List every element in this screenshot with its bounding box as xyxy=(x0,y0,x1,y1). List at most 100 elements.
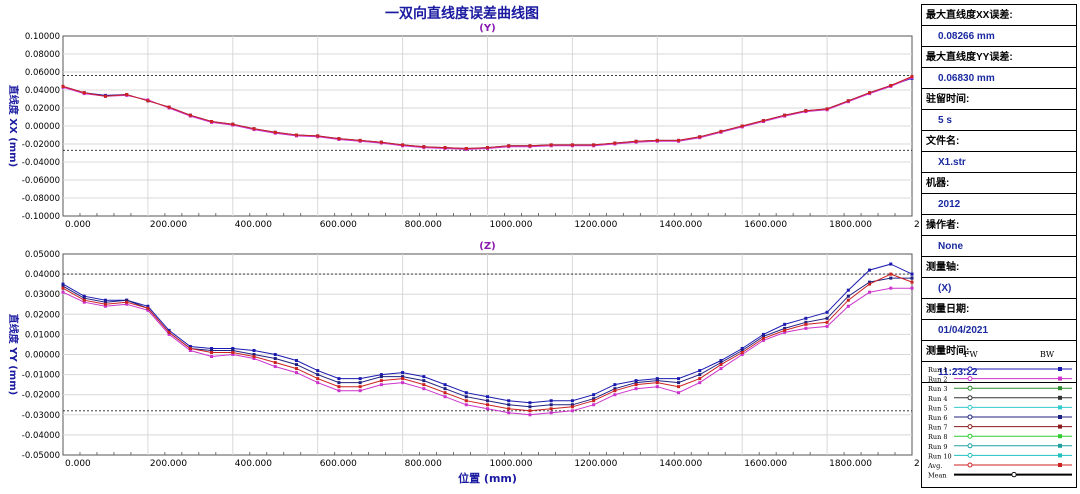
data-point xyxy=(507,411,511,415)
data-point xyxy=(528,144,532,148)
data-point xyxy=(889,286,893,290)
data-point xyxy=(146,99,150,103)
data-point xyxy=(231,350,235,354)
data-point xyxy=(252,357,256,361)
data-point xyxy=(167,332,171,336)
y-tick-label: 0.00000 xyxy=(25,351,60,361)
chart-subtitle: (Y) xyxy=(479,23,495,34)
x-tick-label: 1000.000 xyxy=(490,459,533,469)
data-point xyxy=(613,141,617,145)
data-point xyxy=(486,146,489,150)
legend-entry-label: Run 7 xyxy=(928,424,947,432)
data-point xyxy=(146,306,150,310)
info-value: 0.08266 mm xyxy=(922,26,1076,47)
legend-bw-marker xyxy=(1058,463,1062,467)
chart-canvas: 一双向直线度误差曲线图 0.000 200.000 400.000 600.000 80… xyxy=(7,5,920,485)
data-point xyxy=(613,387,617,391)
data-point xyxy=(825,310,829,314)
info-label: 测量轴: xyxy=(922,257,1076,278)
data-point xyxy=(103,302,107,306)
data-point xyxy=(740,124,744,128)
data-point xyxy=(846,304,850,308)
data-point xyxy=(422,387,426,391)
data-point xyxy=(507,144,511,148)
data-point xyxy=(889,84,893,87)
data-point xyxy=(740,353,744,356)
data-point xyxy=(167,330,171,334)
x-tick-label: 0.000 xyxy=(65,220,91,230)
data-point xyxy=(868,282,872,286)
info-value: (X) xyxy=(922,278,1076,299)
data-point xyxy=(719,361,723,365)
data-point xyxy=(103,304,107,308)
legend-entry-label: Run 10 xyxy=(928,452,952,460)
y-tick-label: 0.04000 xyxy=(25,270,60,280)
data-point xyxy=(231,348,235,352)
x-tick-label: 400.000 xyxy=(235,459,272,469)
data-point xyxy=(592,397,596,401)
data-point xyxy=(549,399,553,403)
y-tick-label: -0.02000 xyxy=(22,391,60,401)
data-point xyxy=(655,377,659,381)
data-point xyxy=(507,399,511,403)
data-point xyxy=(613,383,617,387)
data-point xyxy=(677,138,681,142)
info-value: 2012 xyxy=(922,194,1076,215)
data-point xyxy=(82,91,86,95)
legend-entry-label: Avg. xyxy=(927,462,942,470)
data-point xyxy=(783,113,787,117)
y-tick-label: 0.10000 xyxy=(25,32,60,42)
x-tick-label: 200.000 xyxy=(150,220,187,230)
data-point xyxy=(719,359,723,363)
data-point xyxy=(634,383,638,387)
data-point xyxy=(592,393,596,397)
data-point xyxy=(634,379,638,383)
data-point xyxy=(804,320,808,324)
data-point xyxy=(401,371,405,375)
data-point xyxy=(634,381,638,385)
data-point xyxy=(337,389,341,393)
legend-bw-marker xyxy=(1058,434,1062,439)
y-tick-label: 0.04000 xyxy=(25,86,60,96)
data-point xyxy=(804,316,808,320)
data-point xyxy=(210,355,214,359)
data-point xyxy=(698,369,702,373)
data-point xyxy=(761,338,765,342)
data-point xyxy=(401,377,405,381)
data-point xyxy=(634,387,638,391)
x-tick-label: 1800.000 xyxy=(829,220,872,230)
legend-fw-marker xyxy=(967,385,973,391)
data-point xyxy=(804,326,808,330)
data-point xyxy=(592,399,596,403)
data-point xyxy=(889,262,893,266)
data-point xyxy=(592,143,596,147)
y-axis-label: 直线度 YY (mm) xyxy=(7,314,20,395)
x-tick-label: 1800.000 xyxy=(829,459,872,469)
data-point xyxy=(443,383,447,387)
data-point xyxy=(401,375,405,379)
data-point xyxy=(846,298,850,302)
data-point xyxy=(103,298,107,302)
data-point xyxy=(719,363,723,367)
data-point xyxy=(125,300,129,304)
legend-entry-label: Run 9 xyxy=(928,443,947,451)
legend-entry-label: Run 6 xyxy=(928,414,947,422)
data-point xyxy=(783,326,787,330)
data-point xyxy=(868,91,872,95)
data-point xyxy=(719,367,723,371)
data-point xyxy=(846,288,850,292)
data-point xyxy=(82,298,86,302)
legend-fw-marker xyxy=(967,414,973,420)
data-point xyxy=(443,391,447,395)
data-point xyxy=(846,99,850,103)
legend-entry-label: Mean xyxy=(928,472,947,480)
data-point xyxy=(443,395,447,399)
legend-bw-marker xyxy=(1058,386,1062,391)
data-point xyxy=(146,308,150,312)
data-point xyxy=(825,107,829,111)
data-point xyxy=(422,383,426,387)
data-point xyxy=(401,381,405,385)
legend-entry-marker xyxy=(1011,471,1017,478)
legend-fw-label: FW xyxy=(964,350,979,359)
legend-fw-marker xyxy=(967,424,973,430)
